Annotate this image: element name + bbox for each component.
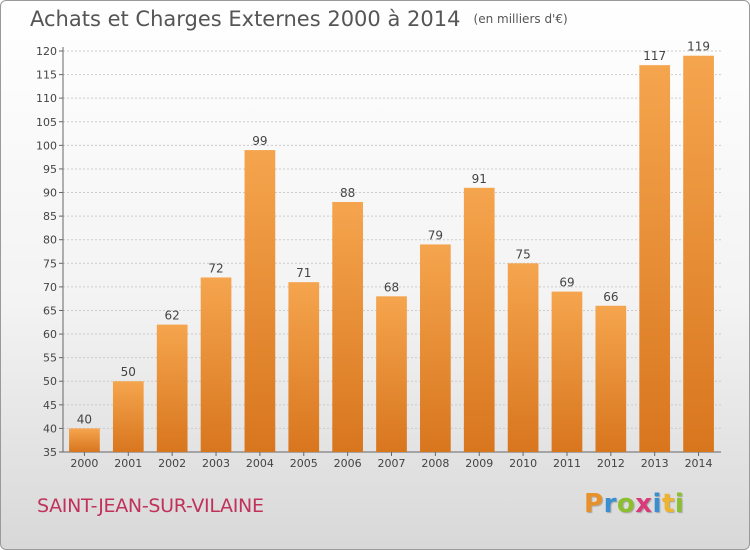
y-tick-label: 45 xyxy=(43,399,57,412)
bar xyxy=(507,263,539,452)
bar-value-label: 88 xyxy=(340,186,355,200)
bar xyxy=(376,296,407,452)
logo-letter: P xyxy=(584,489,604,519)
bar-value-label: 71 xyxy=(296,266,311,280)
y-tick-label: 55 xyxy=(43,352,57,365)
bar-value-label: 50 xyxy=(121,365,136,379)
bar-value-label: 99 xyxy=(252,134,267,148)
bar-value-label: 40 xyxy=(77,412,92,426)
logo-letter: r xyxy=(603,489,617,519)
bar xyxy=(639,65,671,452)
chart-subtitle: (en milliers d'€) xyxy=(473,12,568,26)
x-tick-label: 2011 xyxy=(553,457,581,470)
x-tick-label: 2000 xyxy=(70,457,98,470)
bar-value-label: 68 xyxy=(384,280,399,294)
logo-letter: x xyxy=(635,489,653,519)
y-tick-label: 60 xyxy=(43,328,57,341)
proxiti-logo[interactable]: Proxiti xyxy=(584,489,684,519)
y-tick-label: 40 xyxy=(43,422,57,435)
bar xyxy=(244,150,276,452)
logo-letter: i xyxy=(674,489,685,519)
x-tick-label: 2009 xyxy=(465,457,493,470)
bar-value-label: 69 xyxy=(559,276,574,290)
y-tick-label: 110 xyxy=(36,92,57,105)
y-tick-label: 75 xyxy=(43,257,57,270)
bar xyxy=(332,201,363,452)
x-tick-label: 2012 xyxy=(597,457,625,470)
bar xyxy=(595,305,627,452)
bar xyxy=(420,244,451,452)
y-tick-label: 105 xyxy=(36,116,57,129)
bar-value-label: 79 xyxy=(428,228,443,242)
bar xyxy=(551,291,583,452)
chart-title: Achats et Charges Externes 2000 à 2014 xyxy=(30,7,461,31)
bar-value-label: 91 xyxy=(472,172,487,186)
bar xyxy=(463,187,495,452)
bar xyxy=(288,282,320,452)
x-tick-label: 2004 xyxy=(246,457,274,470)
y-tick-label: 85 xyxy=(43,210,57,223)
y-tick-label: 95 xyxy=(43,163,57,176)
y-tick-label: 70 xyxy=(43,281,57,294)
labels: 35 40 45 50 55 60 65 70 75 80 85 90 95 100 105 110 115 12… xyxy=(36,40,713,470)
logo-letter: t xyxy=(661,489,675,519)
y-tick-label: 120 xyxy=(36,45,57,58)
bar xyxy=(112,381,144,452)
x-tick-label: 2014 xyxy=(685,457,713,470)
x-tick-label: 2013 xyxy=(641,457,669,470)
y-tick-label: 35 xyxy=(43,446,57,459)
logo-letter: i xyxy=(652,489,662,519)
y-tick-label: 90 xyxy=(43,187,57,200)
y-tick-label: 50 xyxy=(43,375,57,388)
bar-value-label: 72 xyxy=(208,261,223,275)
x-tick-label: 2006 xyxy=(334,457,362,470)
commune-name: SAINT-JEAN-SUR-VILAINE xyxy=(37,495,264,517)
x-tick-label: 2002 xyxy=(158,457,186,470)
bar-value-label: 117 xyxy=(643,49,666,63)
x-tick-label: 2003 xyxy=(202,457,230,470)
title-block: Achats et Charges Externes 2000 à 2014 (… xyxy=(30,7,568,31)
bar xyxy=(69,428,100,452)
bar xyxy=(683,55,714,452)
bar xyxy=(200,277,232,452)
bar xyxy=(156,324,188,452)
y-tick-label: 80 xyxy=(43,234,57,247)
x-tick-label: 2008 xyxy=(421,457,449,470)
bar-value-label: 62 xyxy=(165,309,180,323)
bar-value-label: 66 xyxy=(603,290,618,304)
bar-value-label: 119 xyxy=(687,40,710,54)
y-tick-label: 100 xyxy=(36,139,57,152)
logo-letter: o xyxy=(616,489,636,519)
bars xyxy=(69,55,714,452)
x-tick-label: 2001 xyxy=(114,457,142,470)
y-tick-label: 115 xyxy=(36,69,57,82)
x-tick-label: 2005 xyxy=(290,457,318,470)
x-tick-label: 2010 xyxy=(509,457,537,470)
bar-value-label: 75 xyxy=(515,247,530,261)
x-tick-label: 2007 xyxy=(378,457,406,470)
y-tick-label: 65 xyxy=(43,304,57,317)
